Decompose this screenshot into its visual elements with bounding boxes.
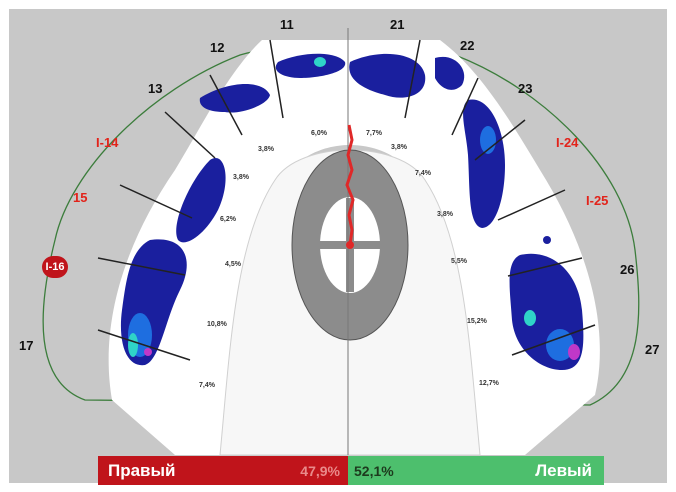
tooth-label-i16: I-16 xyxy=(42,256,68,278)
tooth-label-26: 26 xyxy=(620,262,635,277)
segment-percent-right-2: 3,8% xyxy=(258,146,274,153)
tooth-label-15: 15 xyxy=(73,190,88,205)
left-side-label: Левый xyxy=(535,461,592,480)
tooth-label-13: 13 xyxy=(148,81,163,96)
tooth-label-12: 12 xyxy=(210,40,225,55)
segment-percent-right-3: 3,8% xyxy=(233,174,249,181)
segment-percent-left-3: 7,4% xyxy=(415,170,431,177)
tooth-label-17: 17 xyxy=(19,338,34,353)
segment-percent-right-6: 10,8% xyxy=(207,321,227,328)
segment-percent-right-4: 6,2% xyxy=(220,216,236,223)
tooth-label-22: 22 xyxy=(460,38,475,53)
segment-percent-left-2: 3,8% xyxy=(391,144,407,151)
right-side-percent: 47,9% xyxy=(300,463,340,479)
right-balance-bar: Правый 47,9% xyxy=(98,456,348,485)
tooth-label-i25: I-25 xyxy=(586,193,609,208)
tooth-label-i14: I-14 xyxy=(96,135,119,150)
left-side-percent: 52,1% xyxy=(354,463,394,479)
contact-heatmap-left xyxy=(349,53,584,370)
tooth-label-i24: I-24 xyxy=(556,135,579,150)
segment-percent-left-5: 5,5% xyxy=(451,258,467,265)
segment-percent-left-7: 12,7% xyxy=(479,380,499,387)
segment-percent-right-1: 6,0% xyxy=(311,130,327,137)
segment-percent-right-7: 7,4% xyxy=(199,382,215,389)
tooth-label-27: 27 xyxy=(645,342,660,357)
tooth-label-11: 11 xyxy=(280,17,294,32)
segment-percent-left-1: 7,7% xyxy=(366,130,382,137)
tooth-label-21: 21 xyxy=(390,17,405,32)
segment-percent-left-4: 3,8% xyxy=(437,211,453,218)
segment-percent-left-6: 15,2% xyxy=(467,318,487,325)
tooth-label-23: 23 xyxy=(518,81,533,96)
right-side-label: Правый xyxy=(108,461,176,480)
tooth-dividers xyxy=(97,39,596,361)
segment-percent-right-5: 4,5% xyxy=(225,261,241,268)
occlusal-trajectory xyxy=(345,124,355,246)
left-balance-bar: 52,1% Левый xyxy=(348,456,604,485)
